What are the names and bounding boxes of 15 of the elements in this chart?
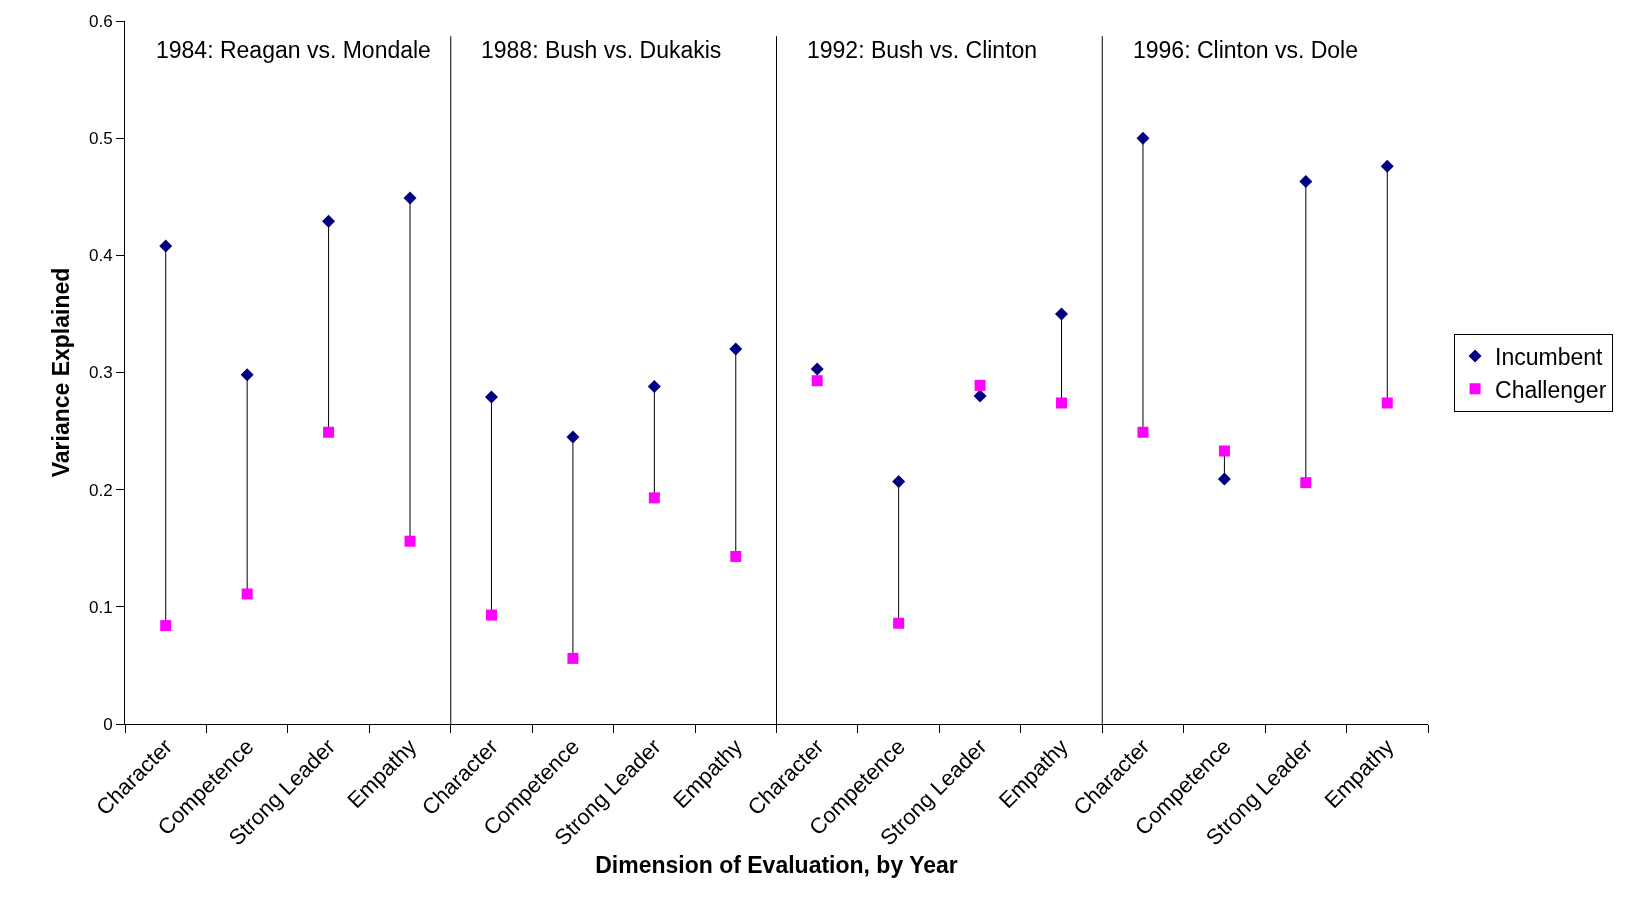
y-tick-label: 0.5 [88,129,113,149]
annotation: 1988: Bush vs. Dukakis [481,37,722,63]
annotation: 1992: Bush vs. Clinton [807,37,1038,63]
y-tick-label: 0 [103,714,113,734]
y-tick-label: 0.1 [88,597,113,617]
y-tick-label: 0.3 [88,363,113,383]
annotation: 1996: Clinton vs. Dole [1133,37,1359,63]
x-axis-title: Dimension of Evaluation, by Year [595,852,958,879]
y-tick-label: 0.2 [88,480,113,500]
y-tick-label: 0.6 [88,11,113,31]
annotation: 1984: Reagan vs. Mondale [156,37,431,63]
y-axis-title: Variance Explained [48,267,74,478]
legend-label: Incumbent [1495,343,1604,370]
legend-label: Challenger [1495,376,1607,403]
y-tick-label: 0.4 [88,246,113,266]
